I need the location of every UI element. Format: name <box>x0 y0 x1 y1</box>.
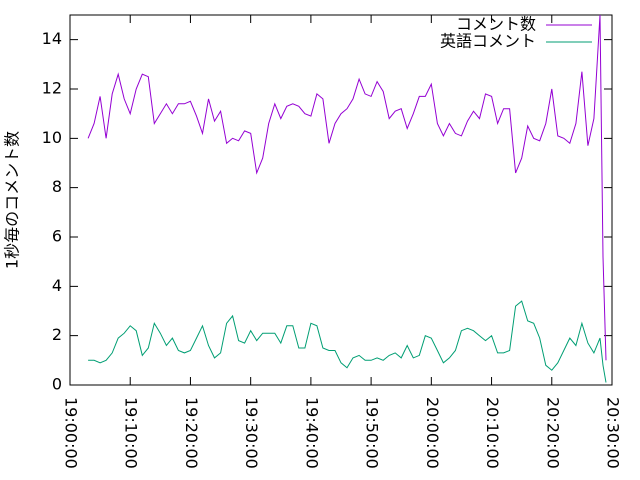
x-tick-label: 19:20:00 <box>182 397 201 469</box>
y-tick-label: 10 <box>42 128 62 147</box>
x-tick-label: 19:10:00 <box>122 397 141 469</box>
x-tick-label: 20:30:00 <box>604 397 623 469</box>
x-tick-label: 20:10:00 <box>483 397 502 469</box>
y-tick-label: 2 <box>52 325 62 344</box>
legend-label: 英語コメント <box>440 32 536 51</box>
data-line <box>87 14 607 361</box>
x-tick-label: 20:20:00 <box>543 397 562 469</box>
y-tick-label: 14 <box>42 29 62 48</box>
x-tick-label: 19:40:00 <box>302 397 321 469</box>
y-tick-label: 4 <box>52 276 62 295</box>
x-tick-label: 19:30:00 <box>242 397 261 469</box>
y-axis-label: 1秒毎のコメント数 <box>3 131 22 269</box>
y-tick-label: 0 <box>52 375 62 394</box>
y-tick-label: 12 <box>42 79 62 98</box>
x-tick-label: 20:00:00 <box>423 397 442 469</box>
y-tick-label: 6 <box>52 227 62 246</box>
legend-label: コメント数 <box>456 15 536 34</box>
plot-border <box>69 14 613 386</box>
x-tick-label: 19:50:00 <box>363 397 382 469</box>
y-tick-label: 8 <box>52 177 62 196</box>
x-tick-label: 19:00:00 <box>62 397 81 469</box>
data-line <box>88 300 607 383</box>
